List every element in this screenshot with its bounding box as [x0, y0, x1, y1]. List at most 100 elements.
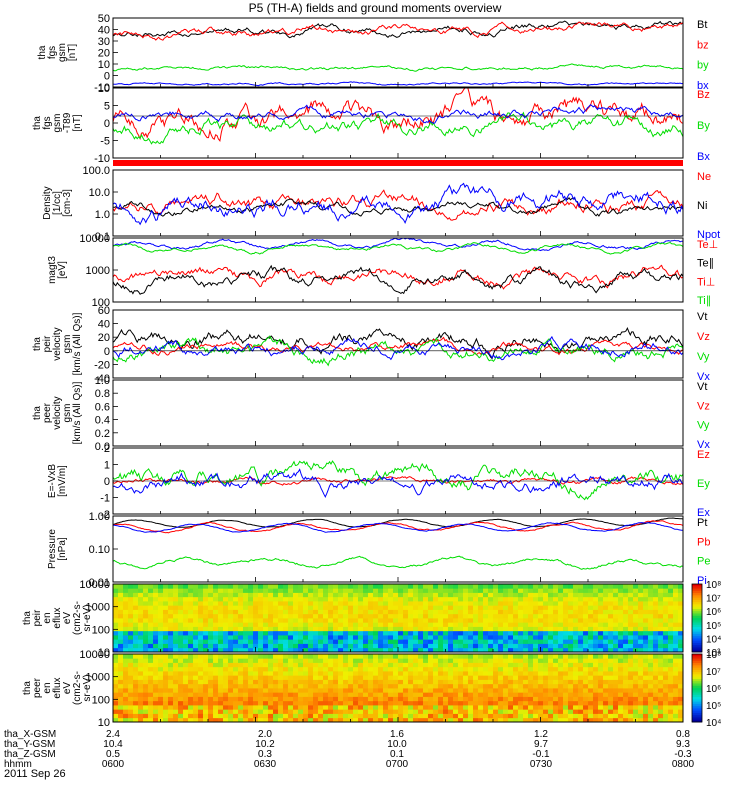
- heatmap-cell: [638, 635, 644, 640]
- heatmap-cell: [543, 705, 549, 710]
- heatmap-cell: [568, 700, 574, 706]
- heatmap-cell: [618, 696, 624, 702]
- heatmap-cell: [238, 675, 244, 680]
- heatmap-cell: [263, 630, 269, 636]
- heatmap-cell: [238, 717, 244, 723]
- heatmap-cell: [263, 609, 269, 615]
- heatmap-cell: [428, 622, 434, 627]
- heatmap-cell: [233, 596, 239, 602]
- heatmap-cell: [443, 643, 449, 649]
- heatmap-cell: [393, 705, 399, 710]
- heatmap-cell: [348, 713, 354, 719]
- heatmap-cell: [368, 596, 374, 602]
- heatmap-cell: [223, 584, 229, 589]
- heatmap-cell: [643, 609, 649, 615]
- heatmap-cell: [143, 635, 149, 640]
- heatmap-cell: [208, 609, 214, 615]
- heatmap-cell: [438, 662, 444, 668]
- heatmap-cell: [478, 639, 484, 644]
- heatmap-cell: [163, 671, 169, 676]
- heatmap-cell: [678, 592, 684, 598]
- heatmap-cell: [383, 709, 389, 714]
- heatmap-cell: [578, 609, 584, 615]
- heatmap-cell: [228, 679, 234, 685]
- heatmap-cell: [663, 705, 669, 710]
- heatmap-cell: [388, 692, 394, 697]
- heatmap-cell: [218, 630, 224, 636]
- heatmap-cell: [358, 671, 364, 676]
- heatmap-cell: [508, 717, 514, 723]
- heatmap-cell: [268, 647, 274, 653]
- heatmap-cell: [283, 692, 289, 697]
- heatmap-cell: [373, 666, 379, 672]
- heatmap-cell: [253, 609, 259, 615]
- heatmap-cell: [438, 688, 444, 693]
- heatmap-cell: [273, 705, 279, 710]
- heatmap-cell: [498, 605, 504, 610]
- heatmap-cell: [318, 688, 324, 693]
- heatmap-cell: [178, 613, 184, 619]
- heatmap-cell: [163, 618, 169, 623]
- heatmap-cell: [173, 654, 179, 659]
- heatmap-cell: [673, 717, 679, 723]
- series-line-bz: [112, 21, 684, 41]
- heatmap-cell: [168, 683, 174, 689]
- heatmap-cell: [543, 584, 549, 589]
- heatmap-cell: [383, 618, 389, 623]
- heatmap-cell: [588, 696, 594, 702]
- heatmap-cell: [173, 613, 179, 619]
- heatmap-cell: [338, 696, 344, 702]
- heatmap-cell: [603, 713, 609, 719]
- heatmap-cell: [433, 609, 439, 615]
- heatmap-cell: [638, 584, 644, 589]
- heatmap-cell: [463, 679, 469, 685]
- heatmap-cell: [123, 592, 129, 598]
- heatmap-cell: [578, 613, 584, 619]
- heatmap-cell: [383, 683, 389, 689]
- heatmap-cell: [188, 630, 194, 636]
- heatmap-cell: [283, 696, 289, 702]
- heatmap-cell: [513, 643, 519, 649]
- heatmap-cell: [443, 626, 449, 632]
- legend-label: Te⊥: [697, 239, 718, 251]
- heatmap-cell: [378, 709, 384, 714]
- heatmap-cell: [318, 605, 324, 610]
- heatmap-cell: [333, 692, 339, 697]
- heatmap-cell: [158, 622, 164, 627]
- heatmap-cell: [238, 647, 244, 653]
- heatmap-cell: [513, 609, 519, 615]
- heatmap-cell: [288, 609, 294, 615]
- heatmap-cell: [188, 601, 194, 606]
- heatmap-cell: [398, 692, 404, 697]
- heatmap-cell: [268, 717, 274, 723]
- heatmap-cell: [583, 618, 589, 623]
- heatmap-cell: [153, 675, 159, 680]
- x-info-value: 10.0: [387, 739, 407, 750]
- heatmap-cell: [453, 601, 459, 606]
- heatmap-cell: [648, 692, 654, 697]
- heatmap-cell: [273, 713, 279, 719]
- heatmap-cell: [548, 683, 554, 689]
- heatmap-cell: [113, 683, 119, 689]
- y-axis-label: gsm: [52, 114, 63, 133]
- heatmap-cell: [123, 601, 129, 606]
- heatmap-cell: [588, 675, 594, 680]
- heatmap-cell: [183, 601, 189, 606]
- heatmap-cell: [483, 630, 489, 636]
- heatmap-cell: [353, 713, 359, 719]
- heatmap-cell: [168, 643, 174, 649]
- heatmap-cell: [188, 679, 194, 685]
- heatmap-cell: [408, 643, 414, 649]
- heatmap-cell: [578, 592, 584, 598]
- heatmap-cell: [498, 618, 504, 623]
- heatmap-cell: [473, 647, 479, 653]
- heatmap-cell: [678, 658, 684, 663]
- heatmap-cell: [668, 626, 674, 632]
- heatmap-cell: [488, 588, 494, 593]
- heatmap-cell: [628, 618, 634, 623]
- heatmap-cell: [388, 588, 394, 593]
- heatmap-cell: [603, 679, 609, 685]
- heatmap-cell: [298, 696, 304, 702]
- heatmap-cell: [188, 658, 194, 663]
- heatmap-cell: [248, 596, 254, 602]
